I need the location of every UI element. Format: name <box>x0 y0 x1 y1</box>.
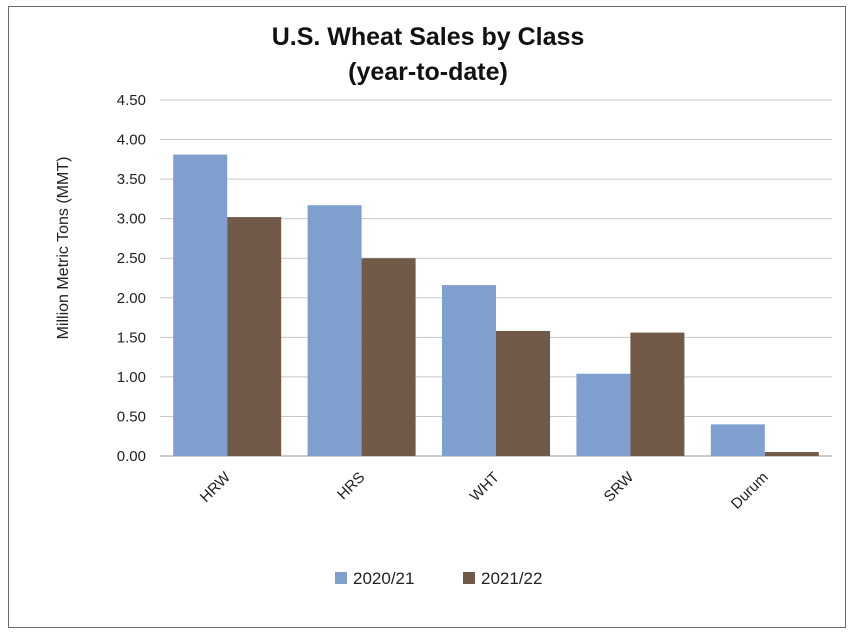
y-tick-label: 4.00 <box>117 132 146 149</box>
y-tick-label: 1.00 <box>117 369 146 386</box>
bar-hrw-2021-22 <box>227 217 282 456</box>
x-tick-labels: HRW HRS WHT SRW Durum <box>197 468 772 512</box>
y-tick-labels: 0.00 0.50 1.00 1.50 2.00 2.50 3.00 3.50 4.00 4.50 <box>117 92 146 465</box>
bar-hrw-2020-21 <box>173 154 228 456</box>
y-tick-label: 4.50 <box>117 92 146 109</box>
y-tick-label: 1.50 <box>117 329 146 346</box>
x-tick-label: HRS <box>334 469 368 503</box>
y-tick-label: 3.50 <box>117 171 146 188</box>
x-tick-label: SRW <box>601 468 638 505</box>
y-tick-label: 3.00 <box>117 211 146 228</box>
bar-srw-2021-22 <box>630 332 685 456</box>
bar-wht-2021-22 <box>496 331 550 456</box>
bar-srw-2020-21 <box>576 373 631 456</box>
y-axis-label: Million Metric Tons (MMT) <box>55 157 72 340</box>
chart-subtitle: (year-to-date) <box>348 58 508 86</box>
chart-title: U.S. Wheat Sales by Class <box>272 23 585 51</box>
legend-label: 2020/21 <box>353 569 414 588</box>
y-tick-label: 2.00 <box>117 290 146 307</box>
legend-swatch <box>463 572 475 584</box>
legend: 2020/21 2021/22 <box>335 569 542 588</box>
bar-hrs-2021-22 <box>361 258 416 456</box>
y-tick-label: 0.00 <box>117 448 146 465</box>
legend-label: 2021/22 <box>481 569 542 588</box>
bar-durum-2021-22 <box>764 452 819 456</box>
chart-frame <box>8 6 846 628</box>
x-tick-label: Durum <box>728 469 772 513</box>
bar-hrs-2020-21 <box>307 205 362 456</box>
y-tick-label: 2.50 <box>117 250 146 267</box>
bars <box>173 154 819 456</box>
y-tick-label: 0.50 <box>117 408 146 425</box>
bar-wht-2020-21 <box>442 285 496 456</box>
x-tick-label: WHT <box>467 469 503 505</box>
legend-swatch <box>335 572 347 584</box>
x-tick-label: HRW <box>197 468 235 506</box>
bar-durum-2020-21 <box>710 424 765 456</box>
